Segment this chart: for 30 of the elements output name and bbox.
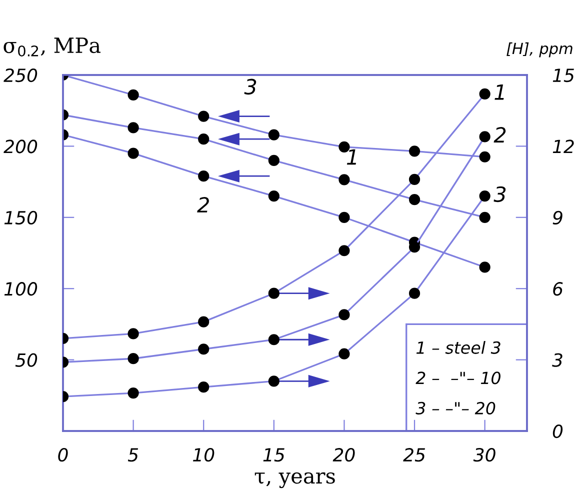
x-tick-label: 5	[128, 448, 138, 462]
y-tick-label: 50	[15, 353, 38, 367]
y-tick-label: 200	[4, 140, 38, 154]
annotation: 2 – –"– 10	[416, 372, 500, 384]
annotation: 2	[494, 126, 506, 142]
y-tick-label: 100	[4, 282, 38, 296]
y2-tick-label: 12	[552, 140, 574, 154]
annotation: 1 – steel 3	[416, 341, 500, 354]
annotation: 3 – –"– 20	[416, 402, 496, 414]
y-tick-label: 250	[4, 68, 38, 82]
annotation: 3	[494, 186, 506, 202]
y2-tick-label: 0	[552, 424, 563, 438]
y2-tick-label: 3	[552, 353, 562, 367]
annotation: 1	[494, 84, 504, 100]
y-axis-title: σ$_{0.2}$, MPa	[4, 38, 100, 56]
y2-tick-label: 6	[553, 282, 563, 296]
y2-axis-title: [H], ppm	[506, 42, 572, 58]
x-tick-label: 20	[332, 448, 355, 462]
annotation: 3	[244, 78, 256, 95]
y2-tick-label: 15	[552, 68, 574, 82]
y-tick-label: 150	[4, 210, 38, 225]
y2-tick-label: 9	[552, 210, 562, 225]
x-tick-label: 15	[263, 448, 284, 462]
x-axis-title: τ, years	[254, 472, 335, 488]
x-tick-label: 25	[403, 448, 426, 462]
annotation: 2	[197, 196, 209, 212]
x-tick-label: 10	[193, 448, 214, 462]
annotation: 1	[346, 149, 356, 165]
x-tick-label: 30	[473, 448, 496, 462]
x-tick-label: 0	[58, 448, 68, 462]
